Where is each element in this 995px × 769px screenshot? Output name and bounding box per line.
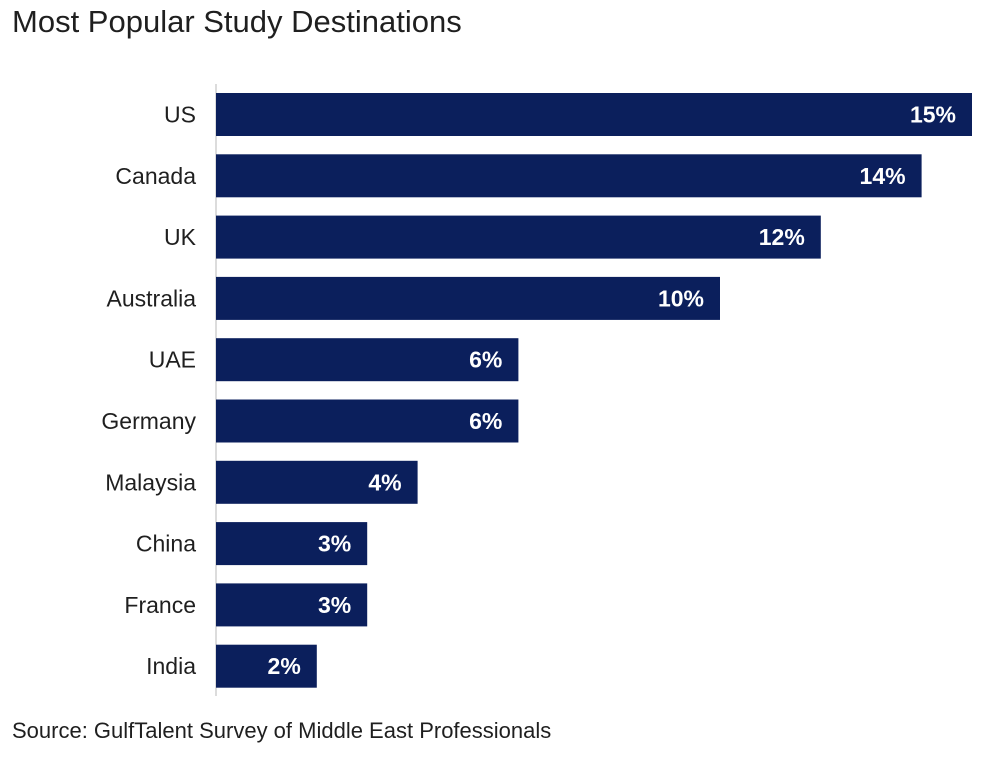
data-label: 14% [860,163,906,189]
category-label: US [164,102,196,128]
bar [216,338,519,382]
category-label: Canada [115,163,196,189]
bar [216,215,821,259]
category-label: Australia [107,285,197,311]
data-label: 4% [368,469,401,495]
data-label: 3% [318,531,351,557]
bar [216,460,418,504]
data-label: 10% [658,285,704,311]
data-label: 15% [910,102,956,128]
category-label: UK [164,224,197,250]
bar [216,93,972,136]
data-label: 2% [268,653,301,679]
category-label: Malaysia [105,469,196,495]
data-label: 12% [759,224,805,250]
category-label: France [124,592,196,618]
data-label: 6% [469,347,502,373]
bars-layer: US 15% Canada 14% UK 12% Australia 10% UAE 6% Germ… [101,93,972,688]
bar [216,154,922,198]
bar [216,276,720,320]
bar [216,644,317,688]
category-label: UAE [149,347,196,373]
category-label: India [146,653,196,679]
data-label: 6% [469,408,502,434]
source-note: Source: GulfTalent Survey of Middle East… [12,718,552,743]
bar [216,583,368,627]
chart-title: Most Popular Study Destinations [12,4,462,39]
bar [216,399,519,443]
bar [216,522,368,566]
category-label: China [136,531,196,557]
data-label: 3% [318,592,351,618]
category-label: Germany [101,408,196,434]
